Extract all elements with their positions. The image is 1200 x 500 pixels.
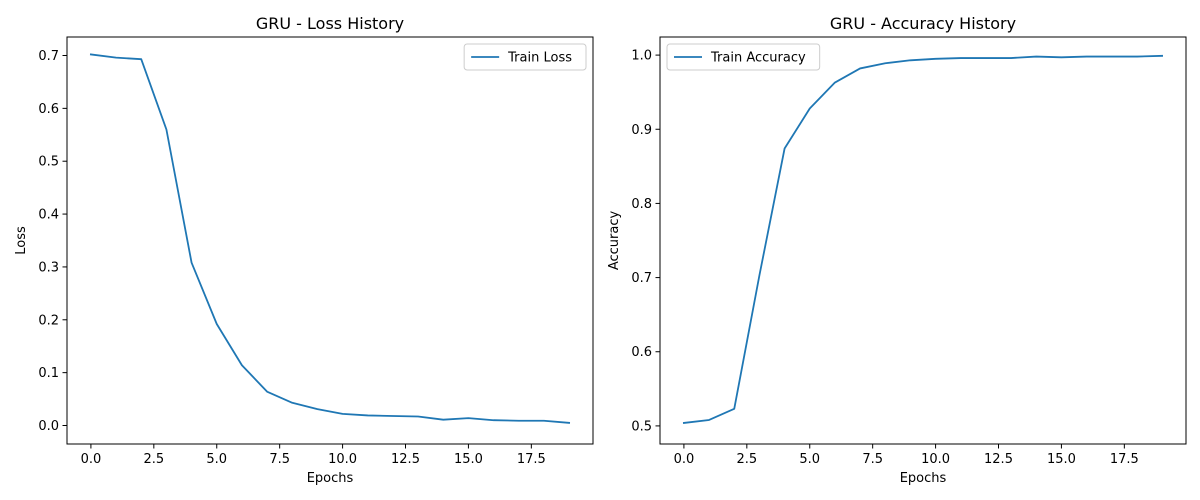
series-line	[682, 54, 1164, 424]
y-tick-label: 0.0	[38, 419, 59, 434]
plot-frame	[659, 36, 1187, 445]
legend-box	[463, 43, 587, 71]
series-line	[89, 53, 571, 424]
y-tick-label: 0.2	[38, 313, 59, 328]
accuracy-chart: GRU - Accuracy History 0.0 2.5 5.0 7.5 10.0 12…	[607, 14, 1187, 486]
x-tick-label: 5.0	[799, 452, 820, 467]
x-tick-label: 7.5	[269, 452, 290, 467]
y-tick-label: 0.9	[631, 123, 652, 138]
x-tick-label: 12.5	[984, 452, 1013, 467]
legend-label: Train Loss	[507, 51, 572, 66]
x-tick-label: 10.0	[328, 452, 357, 467]
y-tick-label: 0.4	[38, 208, 59, 223]
legend-label: Train Accuracy	[710, 51, 806, 66]
y-tick-label: 0.8	[631, 197, 652, 212]
y-axis-label: Loss	[14, 226, 29, 255]
x-tick-label: 17.5	[517, 452, 546, 467]
x-axis-label: Epochs	[307, 471, 354, 486]
y-tick-label: 0.5	[38, 155, 59, 170]
x-axis-label: Epochs	[900, 471, 947, 486]
y-tick-label: 0.5	[631, 419, 652, 434]
x-tick-label: 10.0	[921, 452, 950, 467]
chart-title: GRU - Accuracy History	[830, 14, 1016, 33]
chart-title: GRU - Loss History	[256, 14, 404, 33]
y-tick-label: 0.3	[38, 260, 59, 275]
x-tick-label: 7.5	[862, 452, 883, 467]
y-tick-label: 0.6	[631, 345, 652, 360]
plot-frame	[66, 36, 594, 445]
y-tick-label: 0.6	[38, 102, 59, 117]
y-tick-label: 1.0	[631, 49, 652, 64]
x-tick-label: 2.5	[736, 452, 757, 467]
x-tick-label: 12.5	[391, 452, 420, 467]
x-tick-label: 5.0	[206, 452, 227, 467]
x-tick-label: 15.0	[454, 452, 483, 467]
loss-chart: GRU - Loss History 0.0 2.5 5.0 7.5 10.0 12.5 15…	[14, 14, 594, 486]
y-axis-label: Accuracy	[607, 211, 622, 271]
y-tick-label: 0.7	[631, 271, 652, 286]
y-tick-label: 0.7	[38, 49, 59, 64]
x-tick-label: 15.0	[1047, 452, 1076, 467]
x-tick-label: 0.0	[81, 452, 102, 467]
x-tick-label: 17.5	[1110, 452, 1139, 467]
legend-box	[666, 43, 821, 71]
x-tick-label: 2.5	[143, 452, 164, 467]
y-tick-label: 0.1	[38, 366, 59, 381]
x-tick-label: 0.0	[674, 452, 695, 467]
